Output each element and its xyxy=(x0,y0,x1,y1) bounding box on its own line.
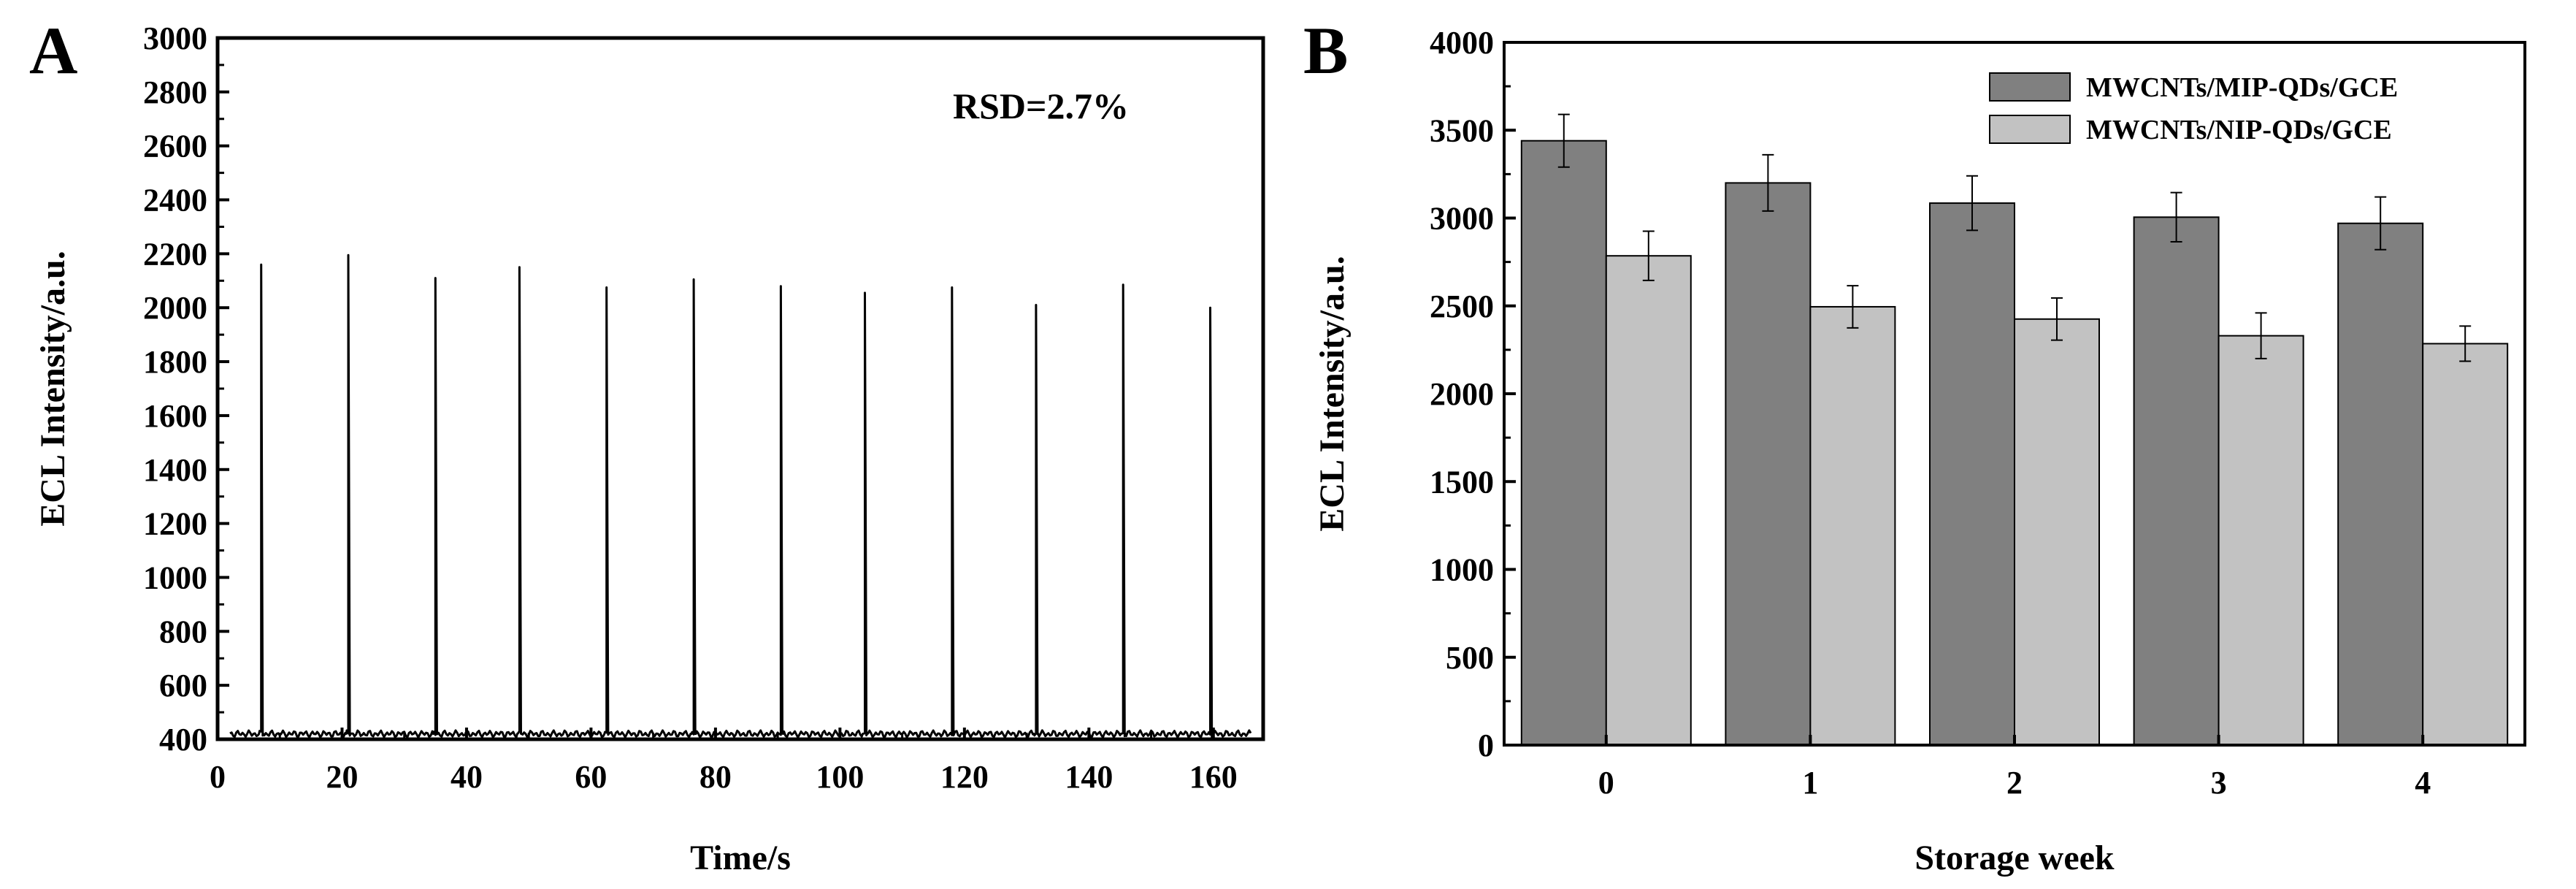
panel-b-x-tick-label: 4 xyxy=(2415,765,2431,801)
panel-b-x-tick-label: 3 xyxy=(2211,765,2227,801)
panel-a-y-tick-label: 400 xyxy=(159,722,207,758)
panel-b-letter: B xyxy=(1303,13,1348,88)
panel-b-x-tick-label: 1 xyxy=(1802,765,1818,801)
panel-a: A 40060080010001200140016001800200022002… xyxy=(29,13,1265,877)
panel-a-y-tick-label: 1600 xyxy=(143,398,207,434)
panel-b-x-tick-label: 2 xyxy=(2006,765,2023,801)
panel-a-x-tick-label: 40 xyxy=(451,759,483,795)
panel-b-x-axis-title: Storage week xyxy=(1914,839,2115,877)
panel-b-x-tick-label: 0 xyxy=(1598,765,1614,801)
legend-label-mip: MWCNTs/MIP-QDs/GCE xyxy=(2086,72,2398,103)
nip-bar xyxy=(1605,255,1692,746)
mip-bar xyxy=(1929,202,2015,746)
panel-a-x-tick-label: 60 xyxy=(575,759,607,795)
mip-bar xyxy=(2337,222,2424,746)
panel-b-y-tick-label: 3500 xyxy=(1430,112,1494,148)
panel-a-y-tick-label: 1200 xyxy=(143,506,207,542)
panel-a-y-tick-label: 600 xyxy=(159,668,207,703)
panel-a-y-tick-label: 2000 xyxy=(143,290,207,326)
panel-b-y-tick-label: 4000 xyxy=(1430,25,1494,61)
mip-bar xyxy=(1520,140,1607,746)
panel-a-x-axis-title: Time/s xyxy=(690,839,791,877)
panel-b-y-tick-label: 1000 xyxy=(1430,552,1494,588)
panel-a-y-tick-label: 800 xyxy=(159,614,207,649)
panel-b-y-tick-label: 3000 xyxy=(1430,201,1494,237)
legend-swatch-mip xyxy=(1989,72,2071,102)
panel-a-y-axis-title: ECL Intensity/a.u. xyxy=(34,251,72,526)
panel-b-y-tick-label: 2500 xyxy=(1430,289,1494,324)
legend-swatch-nip xyxy=(1989,115,2071,144)
panel-a-y-tick-label: 2600 xyxy=(143,129,207,164)
panel-b: B 0 500 1000 1500 2000 2500 3000 3500 4000 0 1 2 3 4… xyxy=(1303,13,2526,877)
panel-a-y-tick-label: 2400 xyxy=(143,183,207,218)
nip-bar xyxy=(1809,305,1896,746)
panel-a-plot-frame xyxy=(215,36,1265,741)
panel-a-y-tick-label: 2800 xyxy=(143,75,207,110)
panel-b-y-tick-label: 0 xyxy=(1478,728,1494,763)
panel-a-y-tick-label: 3000 xyxy=(143,20,207,56)
panel-a-rsd-annotation: RSD=2.7% xyxy=(953,85,1129,126)
panel-b-y-axis-title: ECL Intensity/a.u. xyxy=(1313,256,1352,531)
panel-a-x-tick-label: 100 xyxy=(816,759,864,795)
mip-bar xyxy=(1725,182,1812,746)
panel-a-x-tick-label: 20 xyxy=(326,759,358,795)
panel-a-x-tick-label: 80 xyxy=(699,759,732,795)
panel-b-y-tick-label: 1500 xyxy=(1430,464,1494,500)
panel-a-y-tick-label: 1800 xyxy=(143,344,207,380)
panel-b-plot-frame xyxy=(1503,41,2526,747)
panel-a-y-tick-label: 1000 xyxy=(143,560,207,595)
panel-a-x-tick-label: 160 xyxy=(1189,759,1238,795)
nip-bar xyxy=(2422,343,2509,746)
mip-bar xyxy=(2133,216,2220,746)
panel-a-y-tick-label: 1400 xyxy=(143,452,207,488)
panel-b-y-tick-label: 500 xyxy=(1446,640,1494,676)
panel-a-signal-line xyxy=(229,253,1252,739)
panel-a-x-tick-label: 140 xyxy=(1065,759,1113,795)
panel-a-y-tick-label: 2200 xyxy=(143,236,207,272)
panel-a-letter: A xyxy=(29,13,77,88)
panel-a-x-tick-label: 0 xyxy=(210,759,226,795)
nip-bar xyxy=(2014,318,2100,747)
panel-b-legend: MWCNTs/MIP-QDs/GCE MWCNTs/NIP-QDs/GCE xyxy=(1989,72,2398,145)
legend-label-nip: MWCNTs/NIP-QDs/GCE xyxy=(2086,115,2392,145)
nip-bar xyxy=(2217,335,2304,746)
panel-b-y-tick-label: 2000 xyxy=(1430,376,1494,412)
panel-a-x-tick-label: 120 xyxy=(940,759,989,795)
